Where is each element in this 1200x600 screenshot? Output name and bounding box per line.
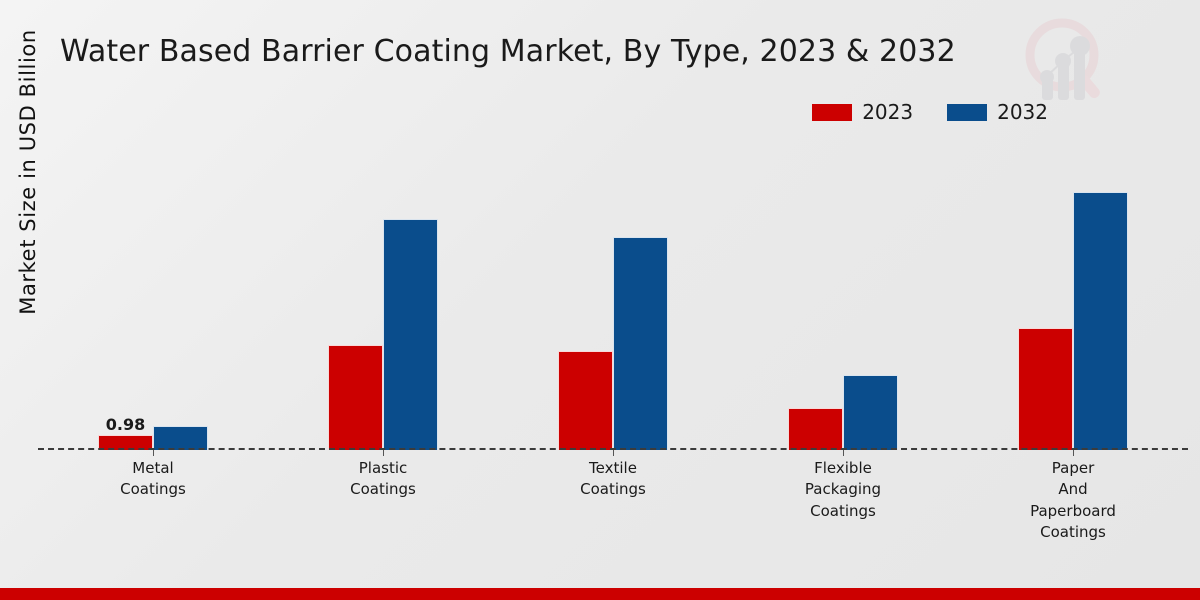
x-axis-category-label: Paper And Paperboard Coatings [1030,459,1116,541]
bar-2032[interactable] [843,375,898,450]
bar-2032[interactable] [383,219,438,450]
bar-group: Textile Coatings [498,150,728,498]
bar-pair: 0.98 [98,150,208,450]
legend-swatch-2032 [947,103,988,121]
legend-swatch-2023 [812,103,853,121]
bottom-accent-band [0,588,1200,600]
bar-groups: 0.98 Metal Coatings Plastic Coatings Textil… [38,150,1188,541]
bar-pair [328,150,438,450]
chart-title: Water Based Barrier Coating Market, By T… [60,34,956,69]
x-axis-tick [153,449,154,456]
bar-group: Paper And Paperboard Coatings [958,150,1188,541]
x-axis-category-label: Textile Coatings [580,459,646,499]
y-axis-title: Market Size in USD Billion [16,29,40,315]
legend-label-2023: 2023 [862,100,914,124]
x-axis-category-label: Metal Coatings [120,459,186,499]
legend-item-2032[interactable]: 2032 [947,100,1048,124]
bar-2023[interactable] [788,408,843,450]
x-axis-category-label: Plastic Coatings [350,459,416,499]
bar-group: Flexible Packaging Coatings [728,150,958,520]
bar-value-label: 0.98 [105,415,146,434]
x-axis-tick [1073,449,1074,456]
bar-2023[interactable] [328,345,383,450]
bar-pair [788,150,898,450]
x-axis-tick [383,449,384,456]
bar-group: Plastic Coatings [268,150,498,498]
x-axis-category-label: Flexible Packaging Coatings [804,459,882,520]
bar-2023[interactable] [1018,328,1073,450]
watermark-logo [1012,8,1122,108]
x-axis-baseline [38,448,1188,450]
bar-pair [558,150,668,450]
bar-2023[interactable] [558,350,613,450]
chart-legend: 2023 2032 [812,100,1048,124]
legend-label-2032: 2032 [997,100,1048,124]
legend-item-2023[interactable]: 2023 [812,100,913,124]
bar-2032[interactable] [153,425,208,450]
bar-group: 0.98 Metal Coatings [38,150,268,498]
bar-2032[interactable] [613,236,668,450]
bar-2023[interactable]: 0.98 [98,415,153,450]
x-axis-tick [843,449,844,456]
x-axis-tick [613,449,614,456]
bar-pair [1018,150,1128,450]
bar-2032[interactable] [1073,191,1128,450]
plot-area: 0.98 Metal Coatings Plastic Coatings Textil… [38,150,1188,541]
